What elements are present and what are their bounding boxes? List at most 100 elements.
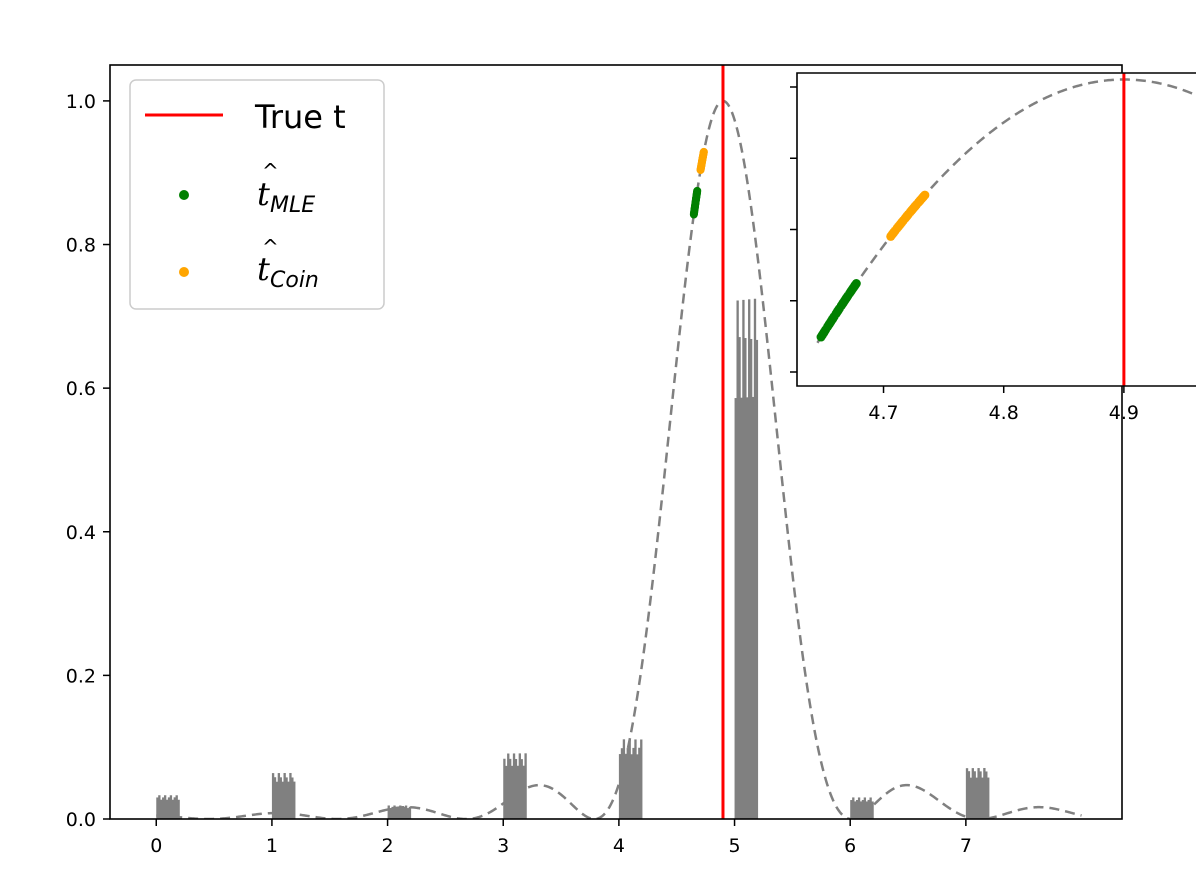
hist-bar [977, 768, 980, 819]
main-axes-frame [109, 64, 1123, 820]
hist-bar [742, 299, 745, 819]
y-tick-label: 0.4 [66, 522, 96, 544]
hist-bar [755, 339, 759, 819]
coin-point [697, 160, 706, 169]
hist-bar [871, 801, 874, 819]
inset-x-axis: 4.7 4.8 4.9 [868, 386, 1139, 424]
hist-bar [389, 808, 392, 819]
inset-mle-point [849, 281, 859, 291]
hist-bar [171, 799, 175, 819]
hist-bar [857, 797, 861, 819]
inset-x-tick-label: 4.8 [989, 402, 1019, 424]
hist-bar [503, 758, 506, 819]
mle-point [690, 202, 699, 211]
legend-coin-symbol: t [257, 250, 270, 288]
inset-coin-point [888, 228, 898, 238]
hist-bar [291, 777, 294, 819]
hist-bar [163, 795, 167, 819]
x-tick-label: 3 [497, 835, 509, 857]
inset-plot: 4.7 4.8 4.9 [790, 72, 1196, 424]
hist-bar [967, 771, 971, 819]
hist-bar [165, 799, 169, 819]
hist-bar [632, 747, 635, 819]
hist-bar [399, 805, 402, 819]
hist-bar [636, 754, 639, 819]
legend-mle-hat: ^ [262, 159, 279, 183]
hist-bar [749, 338, 753, 819]
hist-bar [744, 338, 747, 819]
inset-coin-point [910, 202, 920, 212]
hist-bar [505, 765, 508, 819]
inset-background [797, 73, 1196, 386]
hist-bar [969, 777, 973, 819]
legend-mle-symbol: t [257, 175, 270, 213]
inset-scatter-points [816, 190, 930, 342]
x-tick-label: 0 [150, 835, 162, 857]
hist-bar [507, 753, 510, 819]
hist-bar [162, 797, 165, 819]
x-tick-label: 5 [729, 835, 741, 857]
y-tick-label: 0.6 [66, 378, 96, 400]
x-tick-label: 4 [613, 835, 625, 857]
legend-frame [129, 79, 385, 310]
inset-mle-point [832, 307, 842, 317]
mle-point [693, 188, 702, 197]
inset-mle-point [841, 294, 851, 304]
hist-bar [746, 397, 749, 819]
hist-bar [160, 799, 163, 819]
hist-bar [987, 777, 990, 819]
inset-y-axis [790, 86, 797, 373]
hist-bar [863, 797, 867, 819]
hist-bar [630, 754, 633, 819]
hist-bar [734, 398, 737, 819]
inset-coin-point [896, 218, 906, 228]
hist-bar [852, 797, 855, 819]
legend-mle-swatch [179, 190, 189, 200]
hist-bar [277, 773, 281, 819]
hist-bar [275, 781, 279, 819]
hist-bar [634, 739, 637, 819]
hist-bar [273, 777, 277, 819]
hist-bar [287, 781, 290, 819]
inset-dashed-curve [816, 78, 1196, 344]
hist-bar [169, 795, 173, 819]
hist-bar [520, 759, 523, 819]
hist-bar [406, 808, 410, 819]
hist-bar [283, 773, 286, 819]
hist-bar [850, 800, 853, 819]
hist-bar [395, 808, 398, 819]
y-tick-label: 0.2 [66, 665, 96, 687]
hist-bar [509, 758, 512, 819]
mle-point [690, 208, 699, 217]
hist-bar [626, 748, 629, 819]
hist-bar [156, 797, 159, 819]
hist-bar [167, 797, 171, 819]
coin-point [699, 148, 708, 157]
inset-x-tick-label: 4.9 [1109, 402, 1139, 424]
legend-coin-swatch [179, 267, 189, 277]
hist-bar [640, 739, 643, 819]
hist-bar [981, 777, 984, 819]
hist-bar [975, 777, 978, 819]
hist-bar [965, 768, 969, 819]
legend-true-t-label: True t [254, 98, 346, 136]
y-tick-label: 1.0 [66, 91, 96, 113]
hist-bar [271, 773, 275, 819]
hist-bar [971, 768, 974, 819]
hist-bar [518, 753, 521, 819]
hist-bar [522, 765, 525, 819]
x-tick-label: 6 [844, 835, 856, 857]
histogram-bars [156, 298, 990, 819]
hist-bar [403, 806, 406, 819]
hist-bar [397, 806, 400, 819]
inset-mle-point [827, 315, 837, 325]
legend-mle-sub: MLE [270, 193, 315, 218]
hist-bar [869, 797, 872, 819]
hist-bar [401, 808, 404, 819]
hist-bar [983, 767, 986, 819]
legend: True t t ^ MLE t ^ Coin [129, 79, 385, 310]
hist-bar [628, 739, 631, 819]
inset-mle-point [819, 328, 829, 338]
hist-bar [514, 758, 518, 819]
hist-bar [638, 747, 641, 819]
